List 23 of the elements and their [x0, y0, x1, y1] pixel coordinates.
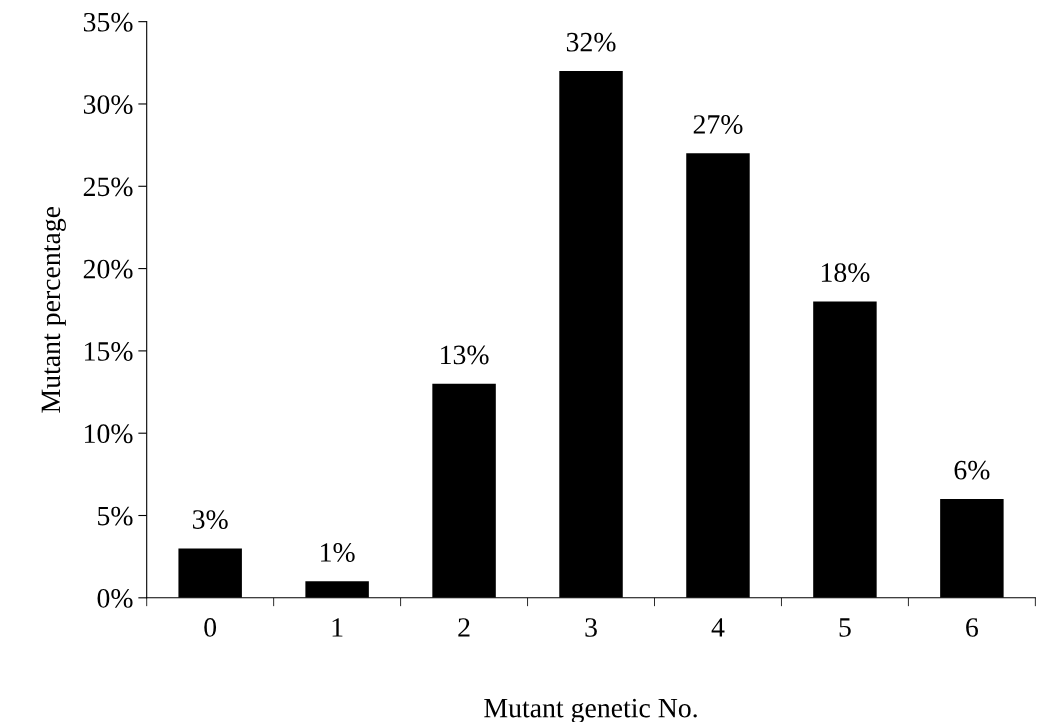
- x-tick-label: 1: [332, 618, 343, 637]
- x-tick-label: 2: [458, 618, 470, 637]
- y-tick-label: 30%: [83, 95, 133, 114]
- x-tick-label: 3: [585, 618, 597, 637]
- data-label: 32%: [566, 32, 616, 52]
- data-label: 13%: [441, 345, 489, 365]
- data-label: 27%: [693, 115, 743, 134]
- x-tick-label: 5: [839, 618, 851, 637]
- y-tick-label: 20%: [83, 259, 133, 279]
- y-tick-label: 5%: [98, 506, 133, 526]
- x-tick-label: 0: [204, 618, 217, 637]
- data-label: 6%: [954, 460, 990, 480]
- y-tick-label: 15%: [85, 342, 133, 361]
- y-tick-label: 25%: [83, 177, 133, 197]
- y-axis-title: Mutant percentage: [41, 206, 66, 413]
- data-label: 3%: [192, 510, 228, 529]
- x-tick-label: 4: [711, 618, 725, 637]
- data-label: 18%: [821, 263, 870, 283]
- x-tick-label: 6: [966, 618, 978, 637]
- data-label: 1%: [321, 543, 355, 562]
- y-tick-label: 10%: [85, 424, 133, 444]
- y-tick-label: 35%: [83, 12, 133, 32]
- y-tick-label: 0%: [97, 588, 133, 608]
